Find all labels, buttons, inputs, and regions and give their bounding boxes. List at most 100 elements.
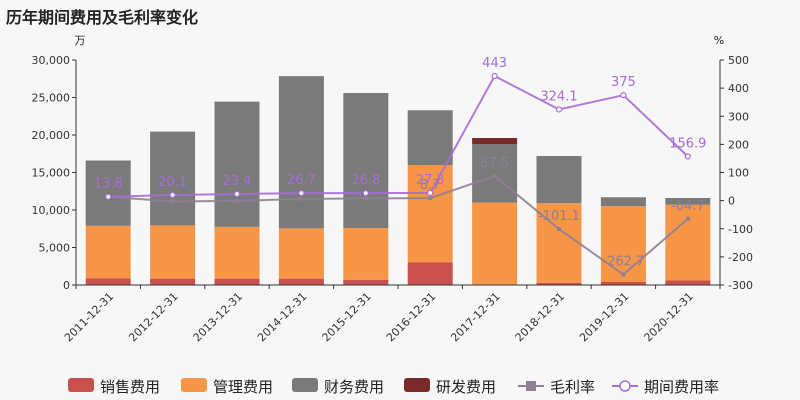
left-axis-tick-label: 0 — [63, 279, 70, 292]
left-axis-unit: 万 — [75, 34, 86, 47]
bar-segment[interactable] — [407, 165, 453, 263]
series-point[interactable] — [684, 153, 691, 160]
bar-segment[interactable] — [665, 198, 711, 205]
legend-swatch[interactable] — [292, 378, 318, 392]
left-axis-tick-label: 20,000 — [32, 129, 71, 142]
legend-marker[interactable] — [619, 380, 631, 392]
legend-swatch[interactable] — [181, 378, 207, 392]
left-axis-tick-label: 15,000 — [32, 167, 71, 180]
x-axis-tick-label: 2016-12-31 — [384, 290, 438, 344]
right-axis-tick-label: -200 — [728, 251, 753, 264]
bar-segment[interactable] — [536, 282, 582, 285]
data-label: 375 — [611, 75, 636, 90]
bar-segment[interactable] — [214, 101, 260, 227]
bar-segment[interactable] — [407, 262, 453, 286]
bar-segment[interactable] — [278, 76, 324, 229]
chart-title: 历年期间费用及毛利率变化 — [6, 8, 199, 27]
left-axis-tick-label: 25,000 — [32, 92, 71, 105]
series-point[interactable] — [170, 199, 175, 204]
bar-segment[interactable] — [600, 206, 646, 282]
legend-label[interactable]: 研发费用 — [436, 378, 496, 396]
bar-segment[interactable] — [343, 279, 389, 285]
bar-segment[interactable] — [85, 225, 131, 279]
left-axis-tick-label: 30,000 — [32, 54, 71, 67]
bar-segment[interactable] — [343, 228, 389, 280]
bar-segment[interactable] — [150, 225, 196, 279]
data-label: 156.9 — [669, 136, 706, 151]
right-axis-tick-label: 100 — [728, 167, 749, 180]
data-label: 13.8 — [94, 177, 123, 192]
bar-segment[interactable] — [665, 280, 711, 286]
right-axis-unit: % — [714, 34, 724, 47]
series-point[interactable] — [169, 191, 176, 199]
legend-label[interactable]: 财务费用 — [324, 378, 384, 396]
bar-segment[interactable] — [472, 144, 518, 203]
bar-segment[interactable] — [600, 282, 646, 285]
series-point[interactable] — [298, 190, 305, 197]
data-label: 324.1 — [540, 89, 577, 104]
series-point[interactable] — [363, 196, 368, 201]
bar-segment[interactable] — [214, 226, 260, 279]
data-label: -262.7 — [602, 255, 644, 270]
x-axis-tick-label: 2020-12-31 — [642, 290, 696, 344]
series-point[interactable] — [491, 72, 498, 80]
series-line — [108, 174, 689, 276]
bar-segment[interactable] — [600, 197, 646, 207]
data-label: 8.7 — [420, 178, 441, 193]
data-label: 87.5 — [480, 156, 509, 171]
series-point[interactable] — [492, 174, 497, 179]
bar-segment[interactable] — [214, 278, 260, 285]
series-point[interactable] — [235, 198, 239, 203]
legend-marker[interactable] — [526, 381, 536, 391]
series-point[interactable] — [620, 92, 627, 99]
data-label: 26.7 — [287, 173, 316, 188]
data-label: 23.4 — [223, 174, 252, 189]
bar-segment[interactable] — [472, 138, 518, 144]
legend-label[interactable]: 销售费用 — [100, 378, 160, 396]
series-point[interactable] — [362, 189, 369, 197]
left-axis-tick-label: 10,000 — [32, 204, 71, 217]
bar-segment[interactable] — [85, 278, 131, 285]
series-point[interactable] — [233, 190, 241, 198]
bar-segment[interactable] — [407, 110, 453, 165]
data-label: 20.1 — [158, 175, 187, 190]
series-point[interactable] — [555, 106, 563, 113]
right-axis-tick-label: 500 — [728, 54, 749, 67]
series-point[interactable] — [299, 196, 304, 201]
right-axis-tick-label: 0 — [728, 195, 735, 208]
bar-segment[interactable] — [150, 278, 196, 285]
axes: 0 5,000 10,000 15,000 20,000 25,000 30,000 -300… — [32, 34, 753, 344]
series-line — [108, 74, 689, 198]
series-point[interactable] — [105, 193, 112, 200]
x-axis-tick-label: 2012-12-31 — [126, 290, 180, 344]
bar-segment[interactable] — [472, 202, 518, 285]
right-axis-tick-label: 300 — [728, 110, 749, 123]
left-axis-tick-label: 5,000 — [39, 242, 71, 255]
bar-segment[interactable] — [343, 93, 389, 228]
series-point[interactable] — [621, 272, 626, 277]
x-axis-tick-label: 2013-12-31 — [191, 290, 245, 344]
bar-segment[interactable] — [278, 228, 324, 279]
data-labels: 8.7 87.5 -101.1 -262.7 -64.7 13.8 20.1 23.4 26.7… — [94, 56, 707, 269]
bar-segment[interactable] — [665, 204, 711, 281]
bar-segment[interactable] — [536, 156, 582, 204]
bar-segment[interactable] — [278, 278, 324, 285]
legend-label[interactable]: 毛利率 — [550, 378, 595, 396]
series-point[interactable] — [557, 227, 561, 232]
series-point[interactable] — [685, 216, 690, 221]
legend-swatch[interactable] — [68, 378, 94, 392]
data-label: -101.1 — [538, 209, 580, 224]
series-point[interactable] — [427, 189, 434, 197]
right-axis-tick-label: -100 — [728, 223, 753, 236]
legend-label[interactable]: 管理费用 — [213, 378, 273, 396]
data-label: 27.3 — [416, 173, 445, 188]
bars — [85, 76, 711, 286]
data-label: 26.8 — [351, 173, 380, 188]
legend-label[interactable]: 期间费用率 — [644, 378, 719, 396]
legend-swatch[interactable] — [404, 378, 430, 392]
bar-segment[interactable] — [85, 160, 131, 226]
series-point[interactable] — [428, 196, 433, 201]
bar-segment[interactable] — [150, 131, 196, 226]
x-axis-tick-label: 2018-12-31 — [513, 290, 567, 344]
x-axis-tick-label: 2014-12-31 — [255, 290, 309, 344]
